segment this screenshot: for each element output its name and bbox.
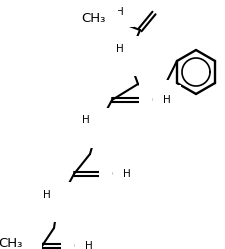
Text: H: H [82,115,90,125]
Text: N: N [91,122,100,134]
Text: H: H [116,7,123,17]
Text: H: H [162,95,170,105]
Text: O: O [73,240,84,249]
Text: N: N [19,224,29,237]
Text: H: H [43,190,51,200]
Text: CH₃: CH₃ [81,11,105,24]
Text: H: H [85,241,92,249]
Text: O: O [102,13,113,26]
Text: O: O [151,94,162,107]
Text: H: H [123,169,130,179]
Text: O: O [111,168,122,181]
Text: N: N [125,50,134,62]
Text: CH₃: CH₃ [0,237,22,249]
Text: N: N [52,195,62,208]
Text: H: H [116,44,123,54]
